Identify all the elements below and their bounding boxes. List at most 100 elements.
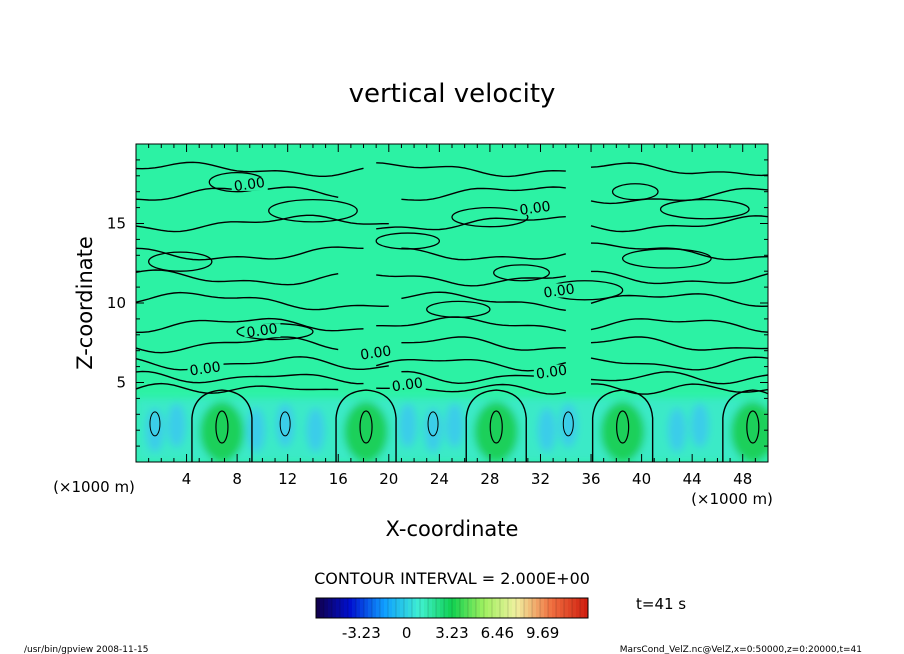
colorbar-segment: [540, 598, 545, 618]
colorbar-segment: [440, 598, 445, 618]
colorbar-segment: [504, 598, 509, 618]
colorbar-segment: [400, 598, 405, 618]
colorbar-segment: [380, 598, 385, 618]
colorbar-segment: [344, 598, 349, 618]
colorbar-segment: [576, 598, 581, 618]
downdraft-contour: [427, 411, 439, 437]
colorbar-segment: [492, 598, 497, 618]
updraft-inner-contour: [489, 410, 503, 444]
colorbar-segment: [324, 598, 329, 618]
contour-labels: 0.00 0.00 0.00 0.00 0.00 0.00 0.00 0.00: [187, 175, 578, 395]
contour-label: 0.00: [391, 375, 424, 395]
time-label: t=41 s: [636, 595, 686, 613]
y-tick-label: 5: [116, 374, 126, 392]
updraft-blob: [199, 401, 244, 462]
updraft-blob: [600, 401, 645, 462]
colorbar-segment: [460, 598, 465, 618]
updraft-blob: [344, 401, 389, 462]
colorbar-segment: [560, 598, 565, 618]
colorbar-segment: [384, 598, 389, 618]
colorbar-segment: [392, 598, 397, 618]
contour-label: 0.00: [519, 199, 552, 219]
contour-cell: [493, 264, 550, 282]
colorbar-segment: [320, 598, 325, 618]
x-tick-label: 20: [379, 470, 398, 488]
colorbar-segment: [316, 598, 321, 618]
colorbar-segment: [468, 598, 473, 618]
colorbar-segment: [416, 598, 421, 618]
x-axis-ticks: 4 8 12 16 20 24 28 32 36 40 44 48: [148, 144, 756, 488]
colorbar-segment: [372, 598, 377, 618]
x-unit-left: (×1000 m): [53, 478, 135, 496]
colorbar-segment: [336, 598, 341, 618]
colorbar-segment: [500, 598, 505, 618]
colorbar-segment: [532, 598, 537, 618]
contour-label: 0.00: [535, 362, 568, 382]
x-tick-label: 32: [531, 470, 550, 488]
contour-lines: [136, 161, 768, 462]
contour-cell: [611, 183, 659, 201]
colorbar-segment: [408, 598, 413, 618]
x-tick-label: 40: [632, 470, 651, 488]
colorbar-segment: [472, 598, 477, 618]
colorbar-segment: [424, 598, 429, 618]
colorbar-segment: [328, 598, 333, 618]
contour-cell: [621, 248, 712, 269]
y-tick-label: 15: [107, 215, 126, 233]
colorbar-segment: [444, 598, 449, 618]
downdraft-blob: [276, 403, 295, 448]
contour-line: [722, 389, 768, 462]
colorbar-segment: [508, 598, 513, 618]
x-axis-label: X-coordinate: [386, 517, 519, 541]
contour-label-bg: [244, 323, 281, 338]
contour-label: 0.00: [543, 281, 576, 301]
x-tick-label: 28: [480, 470, 499, 488]
colorbar-segment: [520, 598, 525, 618]
contour-label-bg: [517, 200, 554, 215]
updraft-blob: [474, 401, 519, 462]
colorbar: [315, 598, 589, 618]
x-tick-label: 4: [182, 470, 192, 488]
x-tick-label: 48: [733, 470, 752, 488]
contour-cell: [426, 300, 491, 318]
downdraft-contour: [149, 411, 161, 437]
contour-line: [136, 316, 768, 333]
contour-cell: [451, 206, 529, 228]
contour-label-bg: [187, 361, 224, 376]
updraft-inner-contour: [616, 410, 630, 444]
y-axis-ticks: 5 10 15: [107, 159, 768, 447]
colorbar-segment: [332, 598, 337, 618]
contour-line: [465, 389, 527, 462]
colorbar-segment: [484, 598, 489, 618]
colorbar-segment: [420, 598, 425, 618]
colorbar-segment: [452, 598, 457, 618]
colorbar-tick-labels: -3.23 0 3.23 6.46 9.69: [342, 624, 559, 642]
colorbar-segment: [516, 598, 521, 618]
contour-label: 0.00: [233, 175, 266, 195]
colorbar-segment: [552, 598, 557, 618]
colorbar-segment: [340, 598, 345, 618]
x-unit-right: (×1000 m): [691, 490, 773, 508]
colorbar-segment: [436, 598, 441, 618]
downdraft-blob: [398, 403, 417, 448]
contour-label-bg: [533, 364, 570, 379]
x-tick-label: 8: [232, 470, 242, 488]
updraft-blob: [730, 401, 768, 462]
footer-left: /usr/bin/gpview 2008-11-15: [24, 645, 148, 654]
updraft-inner-contour: [215, 410, 229, 444]
colorbar-segment: [556, 598, 561, 618]
contour-line: [191, 389, 253, 462]
colorbar-segment: [432, 598, 437, 618]
colorbar-segment: [352, 598, 357, 618]
field-lower-layer: [136, 398, 768, 462]
colorbar-segment: [564, 598, 569, 618]
colorbar-segment: [580, 598, 585, 618]
plot-field: [136, 144, 768, 462]
colorbar-segment: [448, 598, 453, 618]
contour-label-bg: [358, 345, 395, 360]
colorbar-segment: [364, 598, 369, 618]
x-tick-label: 16: [329, 470, 348, 488]
contour-label: 0.00: [246, 321, 279, 341]
downdraft-blob: [690, 403, 709, 448]
colorbar-segment: [536, 598, 541, 618]
